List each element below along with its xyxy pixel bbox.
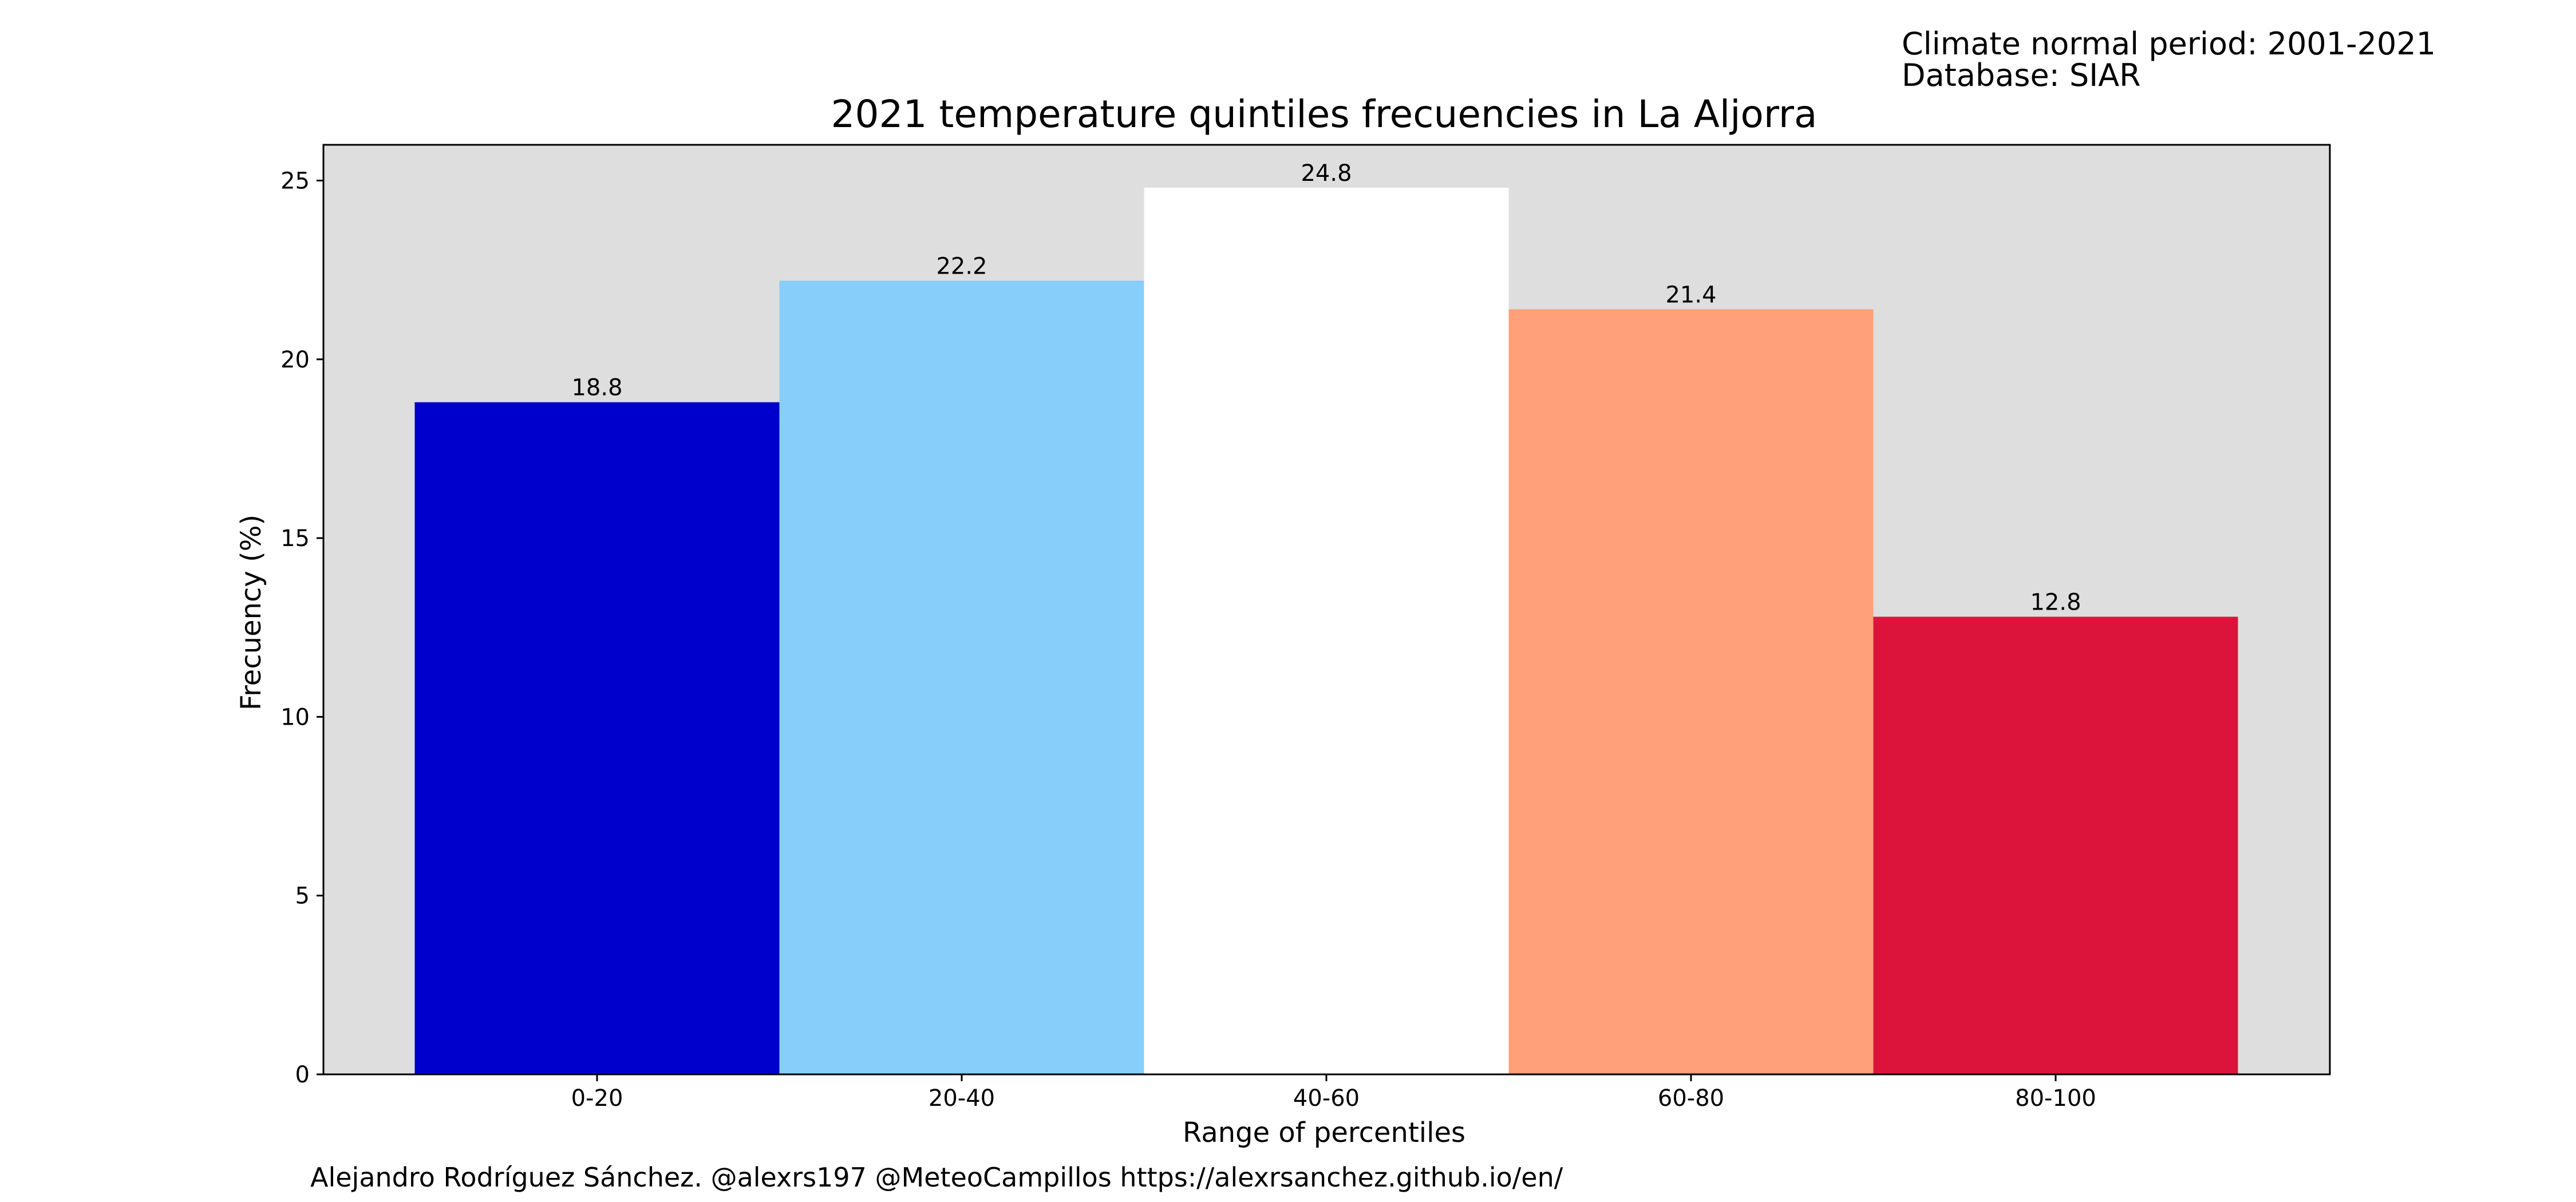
y-axis-label: Frecuency (%) (235, 515, 267, 710)
bar-value-label: 12.8 (2030, 589, 2081, 615)
x-axis: 0-20 20-40 40-60 60-80 80-100 (571, 1074, 2096, 1112)
bar-value-label: 22.2 (936, 253, 987, 279)
bar-40-60 (1144, 187, 1509, 1074)
y-axis: 0 5 10 15 20 25 (280, 168, 323, 1088)
bar-60-80 (1508, 309, 1874, 1075)
y-tick-label: 0 (295, 1062, 310, 1088)
bars-group: 18.8 22.2 24.8 21.4 12.8 (414, 160, 2238, 1075)
y-tick-label: 25 (280, 168, 310, 194)
chart-title: 2021 temperature quintiles frecuencies i… (831, 92, 1818, 136)
x-axis-label: Range of percentiles (1183, 1117, 1465, 1149)
bar-0-20 (414, 402, 780, 1074)
y-tick-label: 5 (295, 883, 310, 910)
x-tick-label: 20-40 (929, 1085, 995, 1112)
y-tick-label: 15 (280, 525, 310, 552)
x-tick-label: 0-20 (571, 1085, 623, 1112)
y-tick-label: 10 (280, 704, 310, 730)
database-note: Database: SIAR (1902, 57, 2141, 93)
bar-80-100 (1873, 616, 2238, 1074)
bar-20-40 (779, 280, 1144, 1074)
bar-value-label: 18.8 (571, 375, 622, 401)
x-tick-label: 40-60 (1293, 1085, 1360, 1112)
bar-value-label: 21.4 (1665, 282, 1716, 308)
plot-frame (322, 144, 2331, 1076)
bar-value-label: 24.8 (1301, 160, 1352, 187)
x-tick-label: 60-80 (1658, 1085, 1724, 1112)
climate-period-note: Climate normal period: 2001-2021 (1902, 26, 2436, 62)
y-tick-label: 20 (280, 347, 310, 373)
x-tick-label: 80-100 (2015, 1085, 2096, 1112)
author-credits: Alejandro Rodríguez Sánchez. @alexrs197 … (310, 1162, 1563, 1193)
